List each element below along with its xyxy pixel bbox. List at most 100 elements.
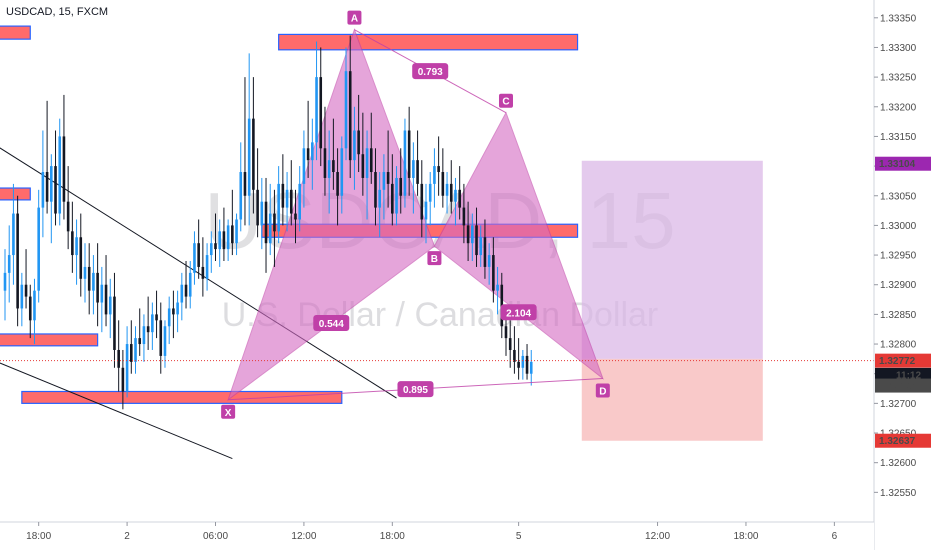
candle-body xyxy=(504,326,508,339)
price-tag-countdown xyxy=(875,367,931,382)
candle-body xyxy=(108,296,112,315)
candle-body xyxy=(12,213,15,256)
candle-body xyxy=(445,183,449,196)
y-tick-label: 1.33000 xyxy=(880,221,917,232)
price-tag-label: 1.32637 xyxy=(879,436,916,447)
zone-0 xyxy=(0,25,31,40)
candle-body xyxy=(163,326,167,356)
candle-body xyxy=(172,308,175,315)
candle-body xyxy=(71,231,74,256)
candle-body xyxy=(437,166,440,173)
candle-body xyxy=(399,177,403,196)
candle-body xyxy=(348,71,352,161)
candle-body xyxy=(483,237,487,267)
candle-body xyxy=(33,290,36,321)
candle-body xyxy=(155,314,158,321)
candle-body xyxy=(130,344,133,362)
x-tick-label: 18:00 xyxy=(380,531,405,542)
candle-body xyxy=(54,166,57,214)
x-tick-label: 12:00 xyxy=(291,531,316,542)
x-tick-label: 6 xyxy=(832,531,838,542)
candle-body xyxy=(159,320,163,356)
candle-body xyxy=(167,308,171,327)
candle-body xyxy=(83,266,87,279)
candle-body xyxy=(16,213,19,309)
ratio-label: 0.895 xyxy=(403,385,428,396)
candle-body xyxy=(433,166,436,184)
price-tag-label: 1.32772 xyxy=(879,356,916,367)
ratio-badge xyxy=(397,381,434,398)
point-badge xyxy=(347,10,362,25)
candle-body xyxy=(462,207,466,226)
zone-1 xyxy=(0,187,31,201)
price-tag-label: 1.33104 xyxy=(879,159,916,170)
candle-body xyxy=(252,118,255,190)
candle-body xyxy=(121,367,125,392)
y-tick-label: 1.33050 xyxy=(880,191,917,202)
candle-body xyxy=(264,201,268,244)
candle-body xyxy=(332,160,335,173)
zone-3 xyxy=(21,390,343,404)
candle-body xyxy=(87,266,91,291)
candle-body xyxy=(66,201,70,232)
point-label-a: A xyxy=(351,14,358,25)
price-tag-target xyxy=(875,156,931,171)
candle-body xyxy=(268,213,272,244)
point-label-c: C xyxy=(502,97,509,108)
candle-body xyxy=(281,183,285,208)
zone-4 xyxy=(278,33,579,51)
candle-body xyxy=(176,302,179,315)
candle-body xyxy=(517,361,520,368)
candle-body xyxy=(235,219,238,244)
candle-body xyxy=(62,136,66,202)
candle-body xyxy=(113,296,116,350)
point-badge xyxy=(498,93,513,108)
candle-body xyxy=(142,326,146,345)
candle-body xyxy=(226,225,230,250)
x-tick-label: 06:00 xyxy=(203,531,228,542)
candle-body xyxy=(471,225,474,244)
y-tick-label: 1.33350 xyxy=(880,13,917,24)
y-tick-label: 1.32950 xyxy=(880,251,917,262)
candle-body xyxy=(41,172,45,208)
candle-body xyxy=(365,148,369,178)
candle-body xyxy=(289,189,293,214)
candle-body xyxy=(529,361,533,374)
point-badge xyxy=(427,251,442,266)
candle-body xyxy=(239,172,243,220)
candle-body xyxy=(508,338,512,350)
price-tag-label: 1.32765 xyxy=(879,381,916,392)
candle-body xyxy=(260,201,264,226)
candle-body xyxy=(138,338,142,345)
target-zone xyxy=(581,160,763,359)
price-axis xyxy=(874,0,932,550)
x-tick-label: 12:00 xyxy=(645,531,670,542)
candle-body xyxy=(294,213,297,220)
candle-body xyxy=(92,272,95,291)
y-tick-label: 1.33200 xyxy=(880,102,917,113)
zone-2 xyxy=(0,333,99,347)
price-tag-current xyxy=(875,353,931,368)
trendline-0 xyxy=(0,147,397,399)
candle-body xyxy=(188,272,192,297)
candle-body xyxy=(100,284,104,303)
point-label-d: D xyxy=(599,386,606,397)
candle-body xyxy=(184,284,188,297)
ratio-badge xyxy=(500,304,537,321)
x-tick-label: 18:00 xyxy=(733,531,758,542)
candle-body xyxy=(479,237,483,256)
candle-body xyxy=(285,189,289,208)
ratio-label: 2.104 xyxy=(506,308,531,319)
candle-body xyxy=(79,237,83,279)
y-tick-label: 1.32550 xyxy=(880,488,917,499)
candle-body xyxy=(201,266,205,279)
candle-body xyxy=(466,225,470,244)
point-badge xyxy=(595,383,610,398)
candle-body xyxy=(96,272,99,303)
candle-body xyxy=(475,225,478,256)
symbol-header[interactable]: USDCAD, 15, FXCM xyxy=(6,6,109,18)
candle-body xyxy=(391,183,394,214)
x-tick-label: 2 xyxy=(124,531,130,542)
y-tick-label: 1.32850 xyxy=(880,310,917,321)
